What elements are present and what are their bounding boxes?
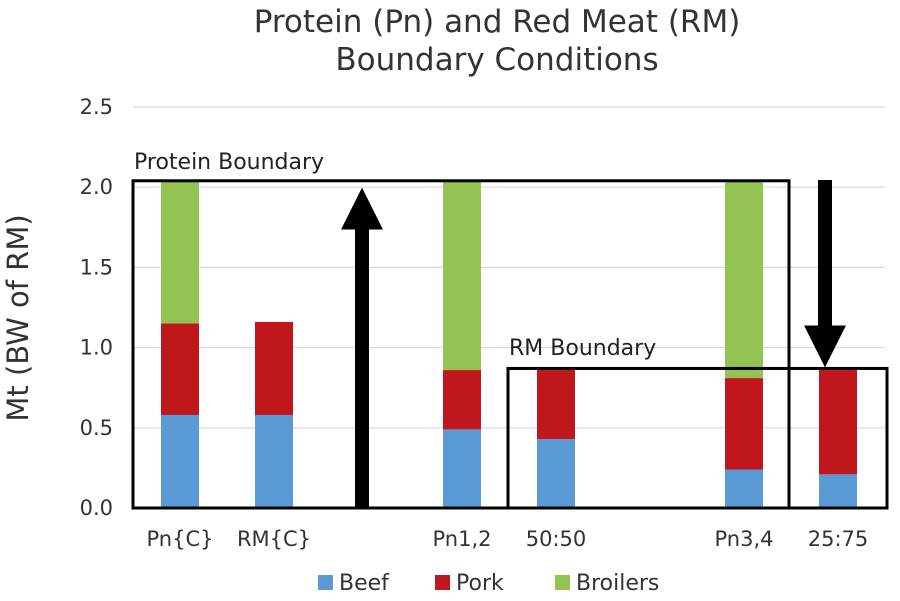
legend-swatch-pork (435, 575, 450, 590)
y-tick-label: 1.0 (80, 336, 113, 360)
legend-swatch-beef (318, 575, 333, 590)
chart-title-line-1: Protein (Pn) and Red Meat (RM) (254, 4, 741, 40)
y-tick-label: 2.5 (80, 95, 113, 119)
x-tick-labels: Pn{C} RM{C} Pn1,2 50:50 Pn3,4 25:75 (147, 527, 869, 551)
y-tick-label: 1.5 (80, 255, 113, 279)
y-tick-labels: 0.0 0.5 1.0 1.5 2.0 2.5 (80, 95, 113, 520)
chart-title-line-2: Boundary Conditions (335, 42, 658, 78)
y-tick-label: 2.0 (80, 175, 113, 199)
x-tick-label: 50:50 (526, 527, 587, 551)
rm-boundary-box (506, 366, 889, 510)
legend-swatch-broilers (555, 575, 570, 590)
y-tick-label: 0.5 (80, 416, 113, 440)
y-tick-label: 0.0 (80, 496, 113, 520)
x-tick-label: Pn{C} (147, 527, 214, 551)
x-tick-label: Pn3,4 (714, 527, 773, 551)
legend-label-pork: Pork (456, 571, 504, 596)
bar-segment-beef (443, 429, 481, 508)
protein-boundary-label: Protein Boundary (134, 150, 324, 175)
protein-boundary-box (131, 179, 791, 510)
bar-segment-broilers (161, 180, 199, 324)
x-tick-label: 25:75 (808, 527, 869, 551)
legend-label-beef: Beef (339, 571, 390, 596)
x-tick-label: RM{C} (237, 527, 311, 551)
bars (161, 180, 857, 508)
legend: Beef Pork Broilers (318, 571, 659, 596)
bar-segment-pork (255, 321, 293, 415)
bar-segment-pork (725, 378, 763, 470)
bar-segment-broilers (443, 180, 481, 371)
bar-segment-broilers (725, 180, 763, 379)
bar-segment-pork (443, 370, 481, 430)
y-axis-label: Mt (BW of RM) (1, 214, 35, 421)
bar-segment-pork (161, 323, 199, 415)
legend-label-broilers: Broilers (576, 571, 659, 596)
bar-segment-beef (725, 469, 763, 508)
bar-segment-beef (255, 414, 293, 508)
rm-boundary-label: RM Boundary (509, 336, 656, 361)
bar-segment-beef (819, 474, 857, 508)
bar-segment-beef (161, 414, 199, 508)
bar-segment-pork (819, 368, 857, 475)
bar-segment-beef (537, 439, 575, 508)
bar-segment-pork (537, 368, 575, 440)
x-tick-label: Pn1,2 (432, 527, 491, 551)
